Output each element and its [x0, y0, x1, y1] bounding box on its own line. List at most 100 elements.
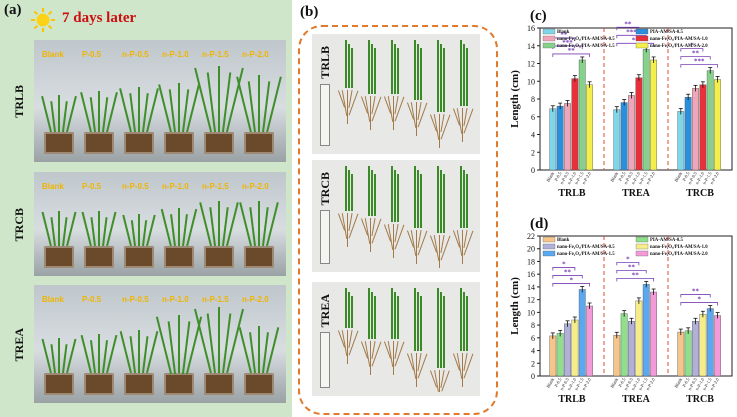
pot-label: n-P-1.0: [162, 50, 189, 59]
y-tick-label: 0: [531, 372, 535, 381]
legend-swatch: [635, 28, 649, 35]
bar: [714, 79, 721, 171]
bar-tick-label: n-P-2.0: [645, 376, 656, 391]
bar-tick-label: n-P-1.0: [566, 376, 577, 391]
bar-tick-label: n-P-0.5: [623, 170, 634, 185]
bar: [650, 291, 657, 377]
seedling-shoot: [374, 174, 376, 217]
root-photo-trea: [312, 282, 480, 396]
seedling-shoot: [466, 48, 468, 106]
panel-a-label: (a): [4, 2, 22, 18]
y-axis-label: Length (cm): [509, 70, 521, 128]
bar-tick-label: Blank: [609, 170, 619, 182]
seedling-shoot: [414, 40, 416, 100]
pot-label: P-0.5: [82, 182, 102, 191]
bar: [635, 300, 643, 377]
seedling-root: [439, 114, 440, 148]
seedling-root: [416, 102, 417, 136]
significance-bracket: [680, 294, 711, 298]
pot-label: n-P-1.5: [202, 182, 229, 191]
bar-tick-label: P-0.5: [553, 376, 563, 387]
bar-tick-label: n-P-1.5: [702, 170, 713, 185]
seedling-shoot: [138, 330, 140, 373]
row-label-trlb: TRLB: [12, 85, 26, 118]
seedling-shoot: [463, 44, 465, 106]
seedling-shoot: [414, 166, 416, 228]
significance-mark: ***: [562, 39, 573, 47]
significance-bracket: [552, 267, 576, 271]
seedling-shoot: [178, 82, 180, 132]
seedling-shoot: [218, 201, 220, 246]
bar-tick-label: n-P-1.0: [566, 170, 577, 185]
y-tick-label: 12: [527, 60, 535, 69]
group-label: TRLB: [558, 394, 586, 405]
significance-bracket: [616, 42, 654, 47]
seedling-shoot: [374, 296, 376, 340]
seedling-root: [462, 108, 463, 142]
soil-pot: [124, 246, 154, 268]
pot-label: n-P-0.5: [122, 182, 149, 191]
root-row-label-trea: TREA: [318, 294, 332, 328]
seedling-shoot: [345, 40, 347, 88]
significance-mark: **: [692, 288, 700, 296]
y-tick-label: 6: [531, 334, 535, 343]
significance-bracket: [616, 261, 640, 266]
chart-panel-label: (c): [530, 8, 547, 24]
bar-tick-label: Blank: [545, 376, 555, 388]
bar-tick-label: Blank: [673, 170, 683, 182]
seedling-shoot: [391, 288, 393, 340]
seedling-shoot: [440, 170, 442, 234]
legend-swatch: [542, 35, 556, 42]
y-tick-label: 2: [531, 359, 535, 368]
soil-pot: [244, 246, 274, 268]
legend-entry: nano-Fe₂O₃/PIA-AM/SA-1.5: [557, 44, 615, 49]
seedling-shoot: [466, 174, 468, 228]
seedling-shoot: [414, 288, 416, 351]
legend-entry: nano-Fe₂O₃/PIA-AM/SA-1.0: [650, 37, 708, 42]
bar-tick-label: P-0.5: [681, 170, 691, 181]
seedling-shoot: [417, 170, 419, 228]
y-tick-label: 22: [527, 232, 535, 241]
pot-label: n-P-0.5: [122, 295, 149, 304]
bar: [556, 105, 564, 171]
seedling-shoot: [98, 210, 100, 246]
panel-b-dashed-frame: [298, 25, 498, 415]
group-label: TRLB: [558, 188, 586, 199]
seedling-shoot: [351, 48, 353, 88]
soil-pot: [204, 373, 234, 395]
bar: [564, 323, 571, 377]
bar: [714, 315, 721, 377]
seedling-shoot: [368, 40, 370, 94]
y-tick-label: 6: [531, 113, 535, 122]
bar-tick-label: n-P-1.0: [694, 170, 705, 185]
seedling-shoot: [371, 44, 373, 94]
bar-tick-label: n-P-0.5: [687, 170, 698, 185]
legend-swatch: [542, 250, 556, 257]
seedling-shoot: [397, 174, 399, 222]
soil-pot: [204, 246, 234, 268]
seedling-shoot: [258, 201, 260, 246]
y-tick-label: 4: [531, 347, 535, 356]
bar-tick-label: n-P-1.5: [574, 376, 585, 391]
seedling-shoot: [138, 86, 140, 132]
seedling-shoot: [368, 288, 370, 340]
seedling-shoot: [258, 326, 260, 373]
measuring-ruler: [320, 332, 330, 388]
seedling-shoot: [178, 207, 180, 246]
seedling-shoot: [218, 66, 220, 132]
seedling-shoot: [98, 91, 100, 132]
pot-label: P-0.5: [82, 50, 102, 59]
seedling-shoot: [58, 95, 60, 132]
bar: [650, 59, 657, 171]
seedling-shoot: [437, 166, 439, 234]
pot-label: n-P-2.0: [242, 182, 269, 191]
legend-swatch: [635, 42, 649, 49]
bar-tick-label: P-0.5: [553, 170, 563, 181]
seedling-shoot: [417, 44, 419, 100]
significance-bracket: [552, 283, 590, 287]
days-later-header: 7 days later: [62, 10, 137, 26]
bar-tick-label: n-P-1.5: [702, 376, 713, 391]
legend-entry: nano-Fe₂O₃/PIA-AM/SA-0.5: [557, 245, 615, 250]
